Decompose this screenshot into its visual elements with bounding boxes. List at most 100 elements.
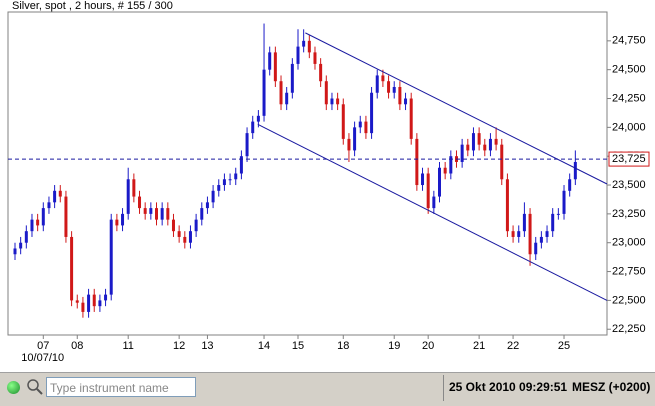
- candle-body: [330, 98, 334, 105]
- y-tick-label: 22,250: [612, 323, 646, 335]
- x-tick-label: 22: [507, 340, 519, 352]
- candle-body: [290, 63, 294, 93]
- candle-body: [160, 208, 164, 220]
- candle-body: [36, 219, 40, 226]
- candle-body: [115, 219, 119, 226]
- trend-line: [257, 123, 608, 301]
- x-tick-label: 07: [37, 340, 49, 352]
- candle-body: [324, 81, 328, 105]
- candle-body: [24, 231, 28, 243]
- x-tick-label: 15: [292, 340, 304, 352]
- candle-body: [228, 179, 232, 181]
- candle-body: [471, 133, 475, 151]
- candle-body: [522, 213, 526, 232]
- candle-body: [358, 121, 362, 128]
- candle-body: [268, 52, 272, 70]
- candle-body: [398, 86, 402, 105]
- candle-body: [188, 231, 192, 243]
- candle-body: [426, 173, 430, 209]
- candle-body: [336, 98, 340, 105]
- candle-body: [234, 173, 238, 180]
- candle-body: [415, 138, 419, 186]
- candle-body: [273, 52, 277, 82]
- candle-body: [81, 302, 85, 312]
- candle-body: [256, 115, 260, 122]
- candle-body: [545, 231, 549, 237]
- search-icon[interactable]: [26, 378, 44, 396]
- candle-body: [143, 208, 147, 214]
- candle-body: [58, 190, 62, 197]
- x-tick-label: 21: [473, 340, 485, 352]
- candle-body: [505, 179, 509, 232]
- date-label: 10/07/10: [21, 352, 64, 364]
- candle-body: [19, 242, 23, 249]
- candle-body: [466, 144, 470, 151]
- candle-body: [109, 219, 113, 295]
- x-tick-label: 18: [337, 340, 349, 352]
- candle-body: [75, 300, 79, 303]
- current-price-box: [608, 151, 650, 167]
- candle-body: [177, 231, 181, 237]
- candle-body: [494, 138, 498, 145]
- y-tick-label: 23,250: [612, 208, 646, 220]
- candle-body: [104, 294, 108, 301]
- candle-body: [285, 92, 289, 105]
- x-tick-label: 19: [388, 340, 400, 352]
- y-tick-label: 23,500: [612, 179, 646, 191]
- candle-body: [511, 231, 515, 237]
- plot-frame: [7, 11, 608, 336]
- candle-body: [353, 127, 357, 151]
- x-tick-label: 12: [173, 340, 185, 352]
- candle-body: [432, 196, 436, 209]
- candle-body: [53, 190, 57, 203]
- candle-body: [279, 81, 283, 105]
- candle-body: [138, 196, 142, 209]
- candle-body: [211, 190, 215, 203]
- timezone: MESZ (+0200): [572, 380, 651, 394]
- chart: Silver, spot , 2 hours, # 155 / 300 22,2…: [7, 0, 650, 364]
- candle-body: [98, 300, 102, 307]
- candle-body: [443, 167, 447, 174]
- datetime: 25 Okt 2010 09:29:51: [449, 380, 568, 394]
- candle-body: [121, 213, 125, 226]
- candle-body: [551, 213, 555, 232]
- candle-body: [404, 98, 408, 105]
- status-icon[interactable]: [7, 381, 20, 394]
- candle-body: [381, 75, 385, 82]
- candle-body: [171, 219, 175, 232]
- x-tick-label: 25: [558, 340, 570, 352]
- candle-body: [200, 208, 204, 220]
- candle-body: [245, 133, 249, 157]
- candle-body: [217, 185, 221, 191]
- candle-body: [517, 231, 521, 237]
- candle-body: [375, 75, 379, 93]
- candle-body: [562, 190, 566, 214]
- y-tick-label: 22,750: [612, 265, 646, 277]
- candle-body: [370, 92, 374, 134]
- candle-body: [166, 208, 170, 220]
- candle-body: [13, 248, 17, 255]
- instrument-search[interactable]: Type instrument name: [46, 377, 196, 397]
- candle-body: [568, 179, 572, 191]
- candle-body: [307, 40, 311, 53]
- candle-body: [194, 219, 198, 232]
- candle-body: [47, 202, 51, 209]
- candle-body: [155, 208, 158, 220]
- candle-body: [87, 294, 91, 312]
- candle-body: [460, 144, 464, 162]
- x-tick-label: 14: [258, 340, 270, 352]
- y-tick-label: 23,000: [612, 237, 646, 249]
- candle-body: [92, 294, 96, 307]
- candle-body: [64, 196, 68, 237]
- candle-body: [222, 179, 226, 186]
- x-tick-label: 20: [422, 340, 434, 352]
- candle-body: [449, 156, 453, 174]
- y-tick-label: 24,750: [612, 35, 646, 47]
- candle-body: [392, 86, 396, 93]
- y-tick-label: 24,250: [612, 92, 646, 104]
- divider: [443, 375, 444, 401]
- current-price-label: 23,725: [612, 153, 646, 165]
- candle-body: [347, 138, 351, 151]
- candle-body: [262, 69, 266, 116]
- candle-body: [341, 104, 345, 139]
